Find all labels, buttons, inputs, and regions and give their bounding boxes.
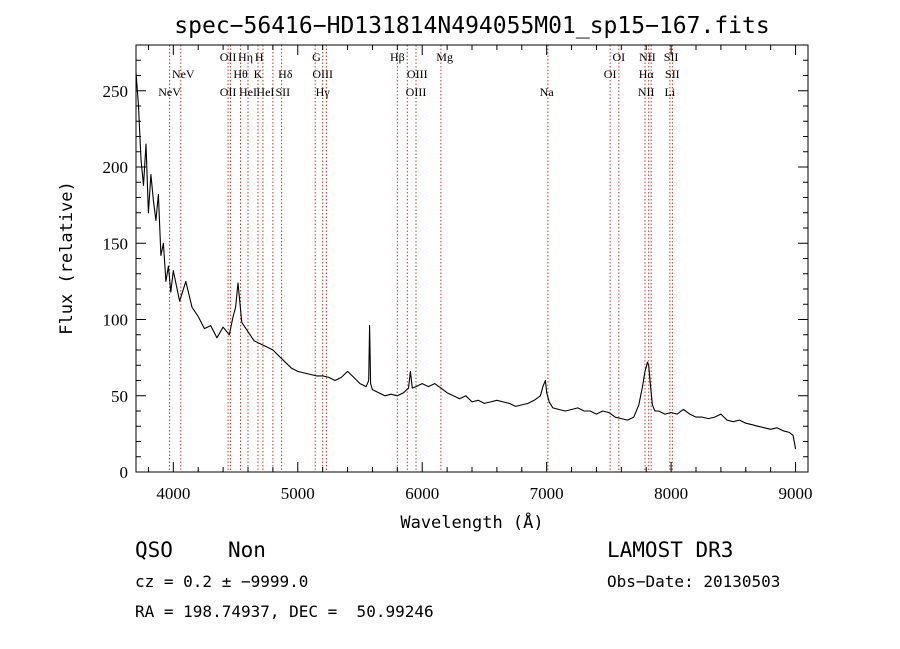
spectrum-line: [135, 72, 797, 450]
line-label: Hγ: [316, 85, 331, 99]
line-label: NeV: [158, 85, 181, 99]
line-label: SII: [664, 50, 679, 64]
y-axis: 0 50 100 150 200 250: [103, 59, 808, 482]
line-label: Na: [540, 85, 555, 99]
redshift-value: cz = 0.2 ± −9999.0: [135, 572, 309, 591]
line-label: Hθ: [233, 67, 248, 81]
line-label: HeI: [256, 85, 274, 99]
emission-line-markers: [169, 45, 673, 472]
line-label: OII: [220, 85, 237, 99]
line-label: Li: [665, 85, 676, 99]
line-label: Hη: [238, 50, 253, 64]
line-label: HeI: [239, 85, 257, 99]
line-label: OII: [220, 50, 237, 64]
line-label: SII: [665, 67, 680, 81]
y-tick-label: 200: [103, 158, 129, 177]
line-label: OI: [604, 67, 617, 81]
x-tick-label: 4000: [156, 484, 190, 503]
spectrum-series: [135, 72, 797, 450]
line-annotations: NeVNeVOIIOIIHηHθHeIHKHeIHδSIIGOIIIHγHβOI…: [158, 50, 679, 99]
line-label: H: [255, 50, 264, 64]
survey-name: LAMOST DR3: [607, 538, 734, 562]
chart-title: spec−56416−HD131814N494055M01_sp15−167.f…: [174, 13, 769, 39]
line-label: Hδ: [278, 67, 293, 81]
y-axis-label: Flux (relative): [57, 181, 77, 335]
coordinates: RA = 198.74937, DEC = 50.99246: [135, 602, 434, 621]
line-label: Hα: [639, 67, 655, 81]
y-tick-label: 250: [103, 82, 129, 101]
observation-date: Obs−Date: 20130503: [607, 572, 781, 591]
x-tick-label: 6000: [405, 484, 439, 503]
y-tick-label: 100: [103, 311, 129, 330]
x-axis-label: Wavelength (Å): [400, 511, 543, 533]
x-axis: 4000 5000 6000 7000 8000 9000: [147, 45, 813, 503]
line-label: G: [312, 50, 321, 64]
line-label: NeV: [172, 67, 195, 81]
line-label: OIII: [312, 67, 333, 81]
line-label: SII: [276, 85, 291, 99]
line-label: NII: [639, 50, 656, 64]
x-tick-label: 9000: [779, 484, 813, 503]
object-class: QSO: [135, 538, 173, 562]
object-subclass: Non: [228, 538, 266, 562]
x-tick-label: 5000: [281, 484, 315, 503]
x-tick-label: 8000: [654, 484, 688, 503]
line-label: Hβ: [390, 50, 405, 64]
line-label: Mg: [436, 50, 453, 64]
y-tick-label: 50: [111, 387, 128, 406]
line-label: OIII: [407, 67, 428, 81]
y-tick-label: 0: [120, 463, 129, 482]
line-label: K: [254, 67, 263, 81]
line-label: NII: [638, 85, 655, 99]
plot-frame: [135, 44, 809, 473]
line-label: OIII: [406, 85, 427, 99]
y-tick-label: 150: [103, 234, 129, 253]
line-label: OI: [613, 50, 626, 64]
x-tick-label: 7000: [530, 484, 564, 503]
